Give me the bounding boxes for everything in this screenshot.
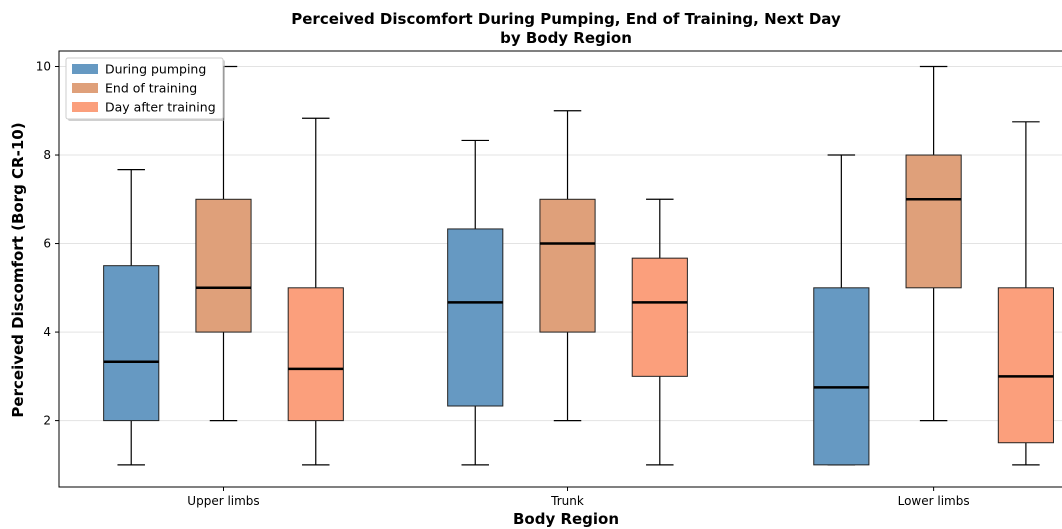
legend-label: Day after training	[105, 100, 216, 115]
legend: During pumping End of training Day after t…	[65, 57, 225, 121]
x-tick-label: Upper limbs	[187, 494, 259, 508]
y-tick-label: 8	[43, 148, 51, 162]
legend-swatch	[72, 83, 98, 93]
box-body	[539, 198, 596, 333]
legend-swatch	[72, 64, 98, 74]
box-body	[813, 287, 870, 466]
chart-title-line2: by Body Region	[500, 29, 632, 47]
x-tick-label: Lower limbs	[898, 494, 970, 508]
x-axis-label: Body Region	[513, 510, 619, 528]
legend-box	[65, 57, 224, 120]
y-tick-label: 10	[36, 59, 51, 73]
y-tick-label: 6	[43, 237, 51, 251]
box-day-after-training	[997, 121, 1054, 466]
chart-title-line1: Perceived Discomfort During Pumping, End…	[291, 10, 841, 28]
axis-ticks: 2 4 6 8 10 Upper limbs Trunk Lower limbs	[36, 59, 970, 508]
box-body	[287, 287, 344, 422]
y-tick-label: 4	[43, 325, 51, 339]
box-body	[997, 287, 1054, 444]
box-body	[631, 257, 688, 377]
box-end-of-training	[905, 65, 962, 422]
y-tick-label: 2	[43, 414, 51, 428]
box-plots	[103, 65, 1054, 466]
box-day-after-training	[631, 198, 688, 466]
box-day-after-training	[287, 117, 344, 466]
box-body	[195, 198, 252, 333]
legend-swatch	[72, 102, 98, 112]
box-during-pumping	[447, 139, 504, 466]
plot-frame	[58, 50, 1062, 488]
box-end-of-training	[195, 65, 252, 422]
x-tick-label: Trunk	[550, 494, 584, 508]
box-body	[905, 154, 962, 289]
legend-label: During pumping	[105, 62, 206, 77]
y-axis-label: Perceived Discomfort (Borg CR-10)	[9, 122, 27, 417]
box-during-pumping	[103, 169, 160, 466]
box-body	[103, 265, 160, 422]
box-during-pumping	[813, 154, 870, 466]
legend-label: End of training	[105, 81, 197, 96]
box-body	[447, 228, 504, 407]
box-end-of-training	[539, 110, 596, 422]
